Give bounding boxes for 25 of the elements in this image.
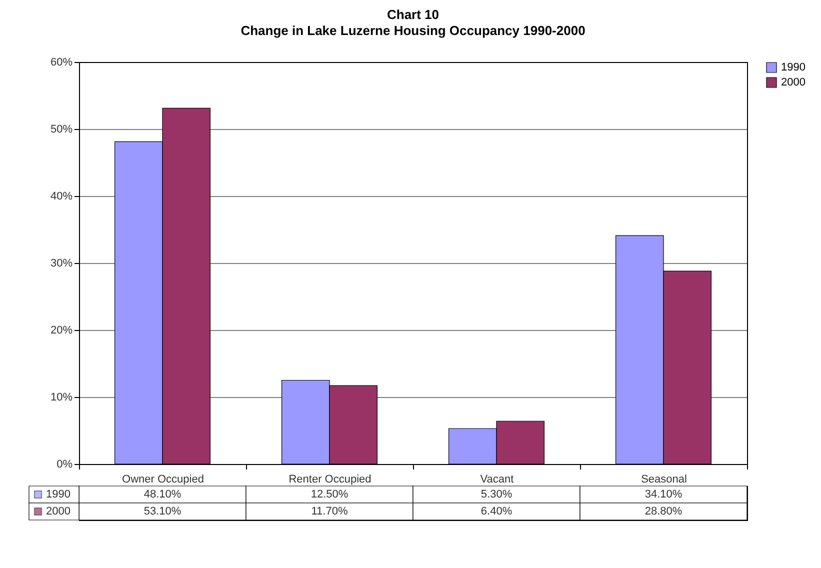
x-tick-label: Renter Occupied	[288, 474, 372, 486]
x-tick-label: Seasonal	[641, 474, 687, 486]
y-tick-label: 50%	[50, 124, 73, 136]
y-tick-label: 0%	[56, 458, 73, 470]
data-label: 11.70%	[311, 506, 348, 518]
data-label: 48.10%	[144, 488, 182, 500]
data-label: 12.50%	[310, 488, 348, 500]
y-tick-label: 60%	[50, 56, 73, 68]
data-label: 28.80%	[644, 506, 682, 518]
y-tick-label: 20%	[50, 324, 73, 336]
y-tick-label: 10%	[50, 392, 73, 404]
x-tick-label: Owner Occupied	[122, 474, 204, 486]
data-label: 34.10%	[644, 488, 682, 500]
chart-title: Chart 10	[386, 7, 440, 22]
chart-subtitle: Change in Lake Luzerne Housing Occupancy 1990-2000	[240, 23, 586, 38]
data-label: 5.30%	[480, 488, 512, 500]
data-label: 53.10%	[144, 506, 182, 518]
y-tick-label: 40%	[50, 190, 73, 202]
text: 2000	[46, 506, 70, 518]
y-tick-label: 30%	[50, 258, 73, 270]
legend-label: 2000	[781, 76, 806, 88]
x-tick-label: Vacant	[480, 474, 514, 486]
legend-label: 1990	[46, 488, 70, 500]
text: 1990	[781, 62, 806, 74]
data-label: 6.40%	[480, 506, 512, 518]
